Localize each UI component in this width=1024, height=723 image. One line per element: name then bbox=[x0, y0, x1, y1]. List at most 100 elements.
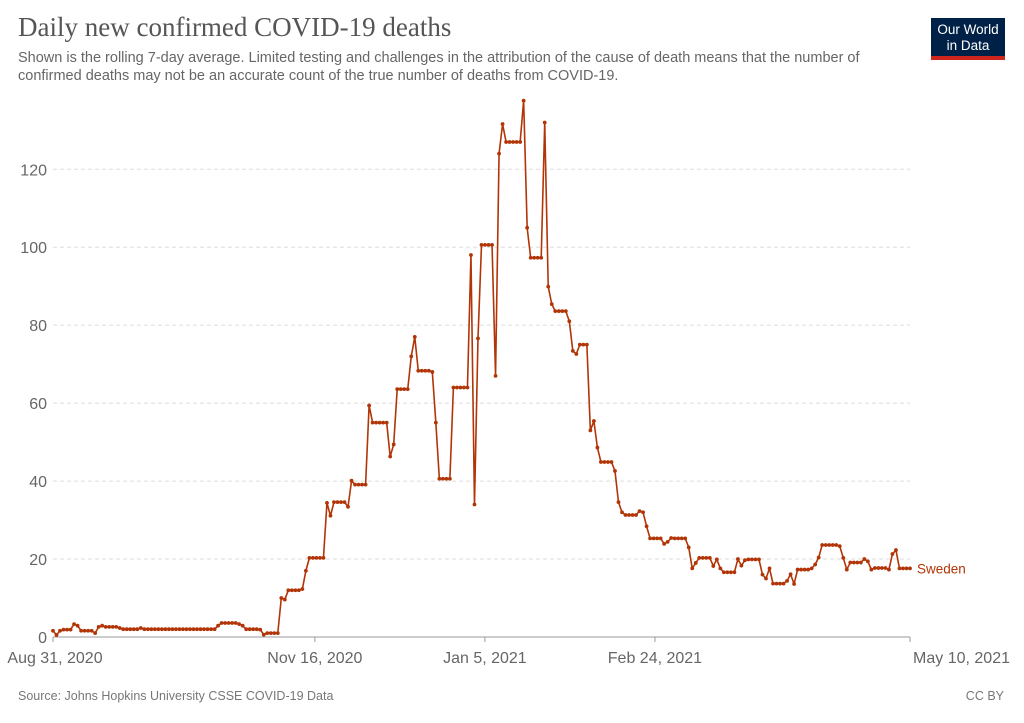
data-point bbox=[86, 628, 91, 633]
data-point bbox=[771, 581, 775, 586]
data-point bbox=[623, 513, 628, 517]
data-point bbox=[690, 566, 695, 571]
data-point bbox=[707, 555, 712, 560]
data-point bbox=[788, 572, 793, 577]
data-point bbox=[658, 536, 663, 541]
data-point bbox=[778, 581, 782, 586]
y-tick-label: 40 bbox=[29, 474, 47, 491]
data-point bbox=[795, 567, 800, 572]
data-point bbox=[872, 566, 877, 570]
data-point bbox=[51, 628, 55, 633]
data-point bbox=[563, 309, 568, 314]
data-point bbox=[785, 578, 789, 583]
data-point bbox=[68, 627, 73, 632]
data-point bbox=[700, 555, 705, 560]
data-point bbox=[89, 628, 94, 633]
x-tick-label: Nov 16, 2020 bbox=[267, 650, 362, 667]
data-point bbox=[72, 622, 76, 627]
data-point bbox=[806, 567, 811, 572]
data-point bbox=[391, 442, 396, 447]
data-point bbox=[644, 524, 649, 529]
data-point bbox=[820, 543, 825, 547]
data-point bbox=[556, 309, 561, 314]
data-point bbox=[549, 302, 554, 307]
data-point bbox=[61, 627, 66, 632]
data-point bbox=[595, 445, 600, 450]
data-point bbox=[335, 500, 340, 505]
data-point bbox=[908, 566, 912, 571]
data-point bbox=[233, 621, 238, 625]
data-point bbox=[686, 545, 691, 550]
owid-logo[interactable]: Our World in Data bbox=[931, 18, 1005, 60]
data-point bbox=[630, 513, 635, 517]
data-point bbox=[813, 562, 818, 567]
data-point bbox=[314, 555, 319, 560]
data-point bbox=[402, 387, 407, 391]
data-point bbox=[750, 557, 754, 562]
data-point bbox=[447, 476, 452, 481]
data-point bbox=[781, 581, 786, 586]
data-point bbox=[844, 567, 849, 572]
data-point bbox=[767, 566, 772, 571]
data-point bbox=[823, 543, 828, 547]
data-point bbox=[332, 500, 336, 505]
data-point bbox=[553, 309, 558, 314]
logo-line-1: Our World bbox=[937, 22, 999, 37]
x-tick-label: Aug 31, 2020 bbox=[7, 650, 102, 667]
data-point bbox=[212, 627, 217, 632]
data-point bbox=[128, 627, 133, 632]
data-point bbox=[423, 368, 428, 373]
data-point bbox=[665, 539, 670, 544]
data-point bbox=[455, 385, 459, 390]
data-point bbox=[539, 255, 544, 260]
data-point bbox=[363, 482, 368, 487]
data-point bbox=[145, 627, 150, 632]
data-point bbox=[542, 120, 547, 125]
data-point bbox=[679, 536, 684, 541]
data-point bbox=[311, 555, 315, 560]
data-point bbox=[890, 552, 895, 556]
source-note[interactable]: Source: Johns Hopkins University CSSE CO… bbox=[18, 689, 334, 703]
data-point bbox=[560, 309, 565, 314]
data-point bbox=[205, 627, 210, 632]
data-point bbox=[837, 544, 842, 549]
data-point bbox=[634, 513, 638, 517]
data-point bbox=[736, 557, 740, 561]
data-point bbox=[121, 627, 126, 632]
data-point bbox=[100, 623, 105, 628]
data-point bbox=[191, 627, 196, 632]
data-point bbox=[676, 536, 681, 541]
data-point bbox=[226, 621, 231, 625]
data-point bbox=[462, 385, 466, 390]
data-point bbox=[279, 596, 284, 600]
license-link[interactable]: CC BY bbox=[965, 689, 1004, 703]
data-point bbox=[848, 560, 853, 565]
data-point bbox=[398, 387, 403, 391]
y-tick-label: 0 bbox=[38, 630, 47, 647]
data-point bbox=[718, 566, 723, 571]
data-point bbox=[254, 627, 259, 632]
data-point bbox=[743, 558, 747, 563]
data-point bbox=[202, 627, 206, 632]
data-point bbox=[142, 627, 147, 632]
data-point bbox=[841, 555, 846, 560]
y-tick-label: 20 bbox=[29, 552, 47, 569]
data-point bbox=[465, 385, 470, 390]
data-point bbox=[131, 627, 136, 632]
data-point bbox=[753, 557, 758, 562]
data-point bbox=[609, 460, 614, 464]
y-tick-label: 80 bbox=[29, 318, 47, 335]
data-point bbox=[574, 352, 579, 356]
data-point bbox=[374, 420, 379, 425]
data-point bbox=[897, 566, 902, 571]
data-point bbox=[433, 420, 438, 425]
data-point bbox=[521, 98, 526, 103]
data-point bbox=[149, 627, 154, 632]
data-point bbox=[103, 624, 108, 629]
data-point bbox=[887, 567, 891, 572]
data-point bbox=[697, 555, 702, 560]
data-point bbox=[799, 567, 804, 572]
data-point bbox=[117, 626, 122, 630]
data-point bbox=[535, 255, 540, 260]
